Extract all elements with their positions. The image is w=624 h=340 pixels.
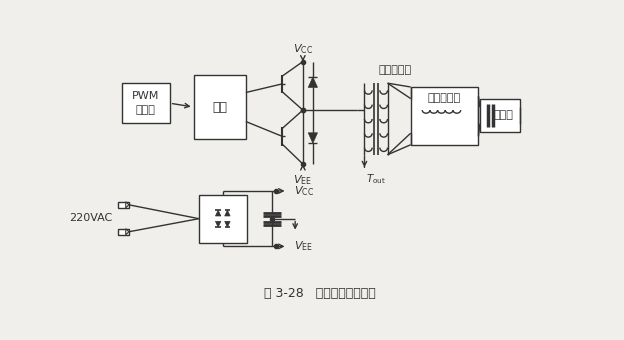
Bar (122, 83, 170, 123)
Polygon shape (308, 77, 318, 87)
Text: PWM
控制器: PWM 控制器 (132, 91, 160, 115)
Bar (199, 195, 246, 242)
Text: 换能器: 换能器 (494, 110, 514, 120)
Polygon shape (308, 133, 318, 143)
Bar (193, 75, 246, 139)
Text: 图 3-28   半桥型电路原理图: 图 3-28 半桥型电路原理图 (264, 287, 376, 300)
Polygon shape (126, 202, 129, 208)
Polygon shape (225, 221, 230, 227)
Polygon shape (126, 229, 129, 235)
Bar (480, 99, 520, 132)
Text: $V_{\rm CC}$: $V_{\rm CC}$ (293, 42, 313, 56)
Bar (118, 229, 129, 235)
Text: 输出匹配器: 输出匹配器 (428, 93, 461, 103)
Text: $T_{\rm out}$: $T_{\rm out}$ (366, 172, 386, 186)
Text: $V_{\rm CC}$: $V_{\rm CC}$ (294, 184, 314, 198)
Text: $V_{\rm EE}$: $V_{\rm EE}$ (293, 173, 312, 187)
Polygon shape (215, 210, 221, 216)
Bar (411, 87, 479, 145)
Polygon shape (215, 221, 221, 227)
Text: 输出变压器: 输出变压器 (379, 65, 412, 75)
Text: 220VAC: 220VAC (69, 213, 112, 223)
Text: $V_{\rm EE}$: $V_{\rm EE}$ (294, 239, 313, 253)
Bar (118, 202, 129, 208)
Polygon shape (225, 210, 230, 216)
Text: 驱动: 驱动 (212, 101, 227, 114)
